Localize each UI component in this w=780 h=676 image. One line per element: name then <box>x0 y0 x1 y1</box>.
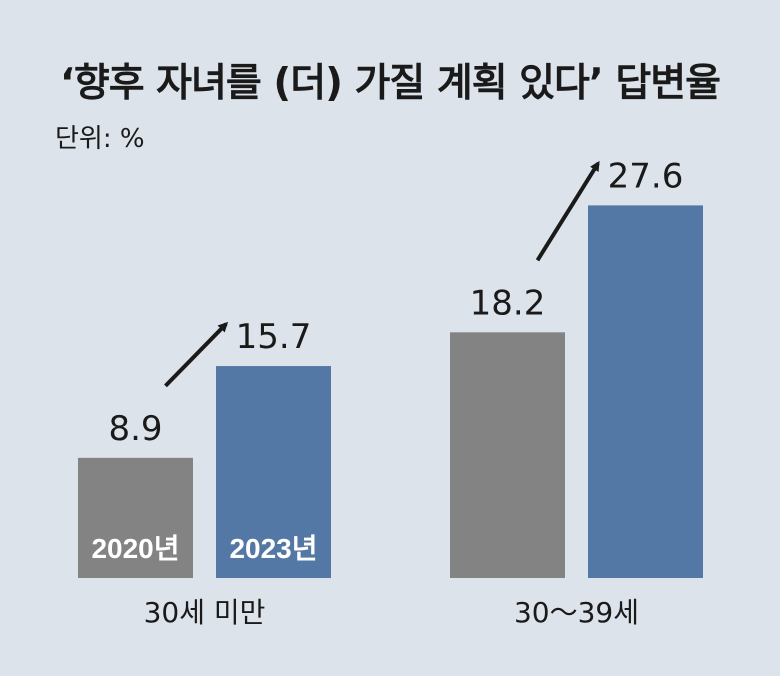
trend-arrow <box>164 321 229 388</box>
unit-label: 단위: % <box>55 124 145 154</box>
value-label: 18.2 <box>470 283 546 323</box>
bar-2020-0 <box>78 457 193 578</box>
value-label: 27.6 <box>608 156 684 196</box>
value-label: 8.9 <box>108 409 162 449</box>
chart-title: ‘향후 자녀를 (더) 가질 계획 있다’ 답변율 <box>60 61 721 106</box>
value-label: 15.7 <box>236 317 312 357</box>
series-label: 2023년 <box>229 533 317 564</box>
bar-2020-1 <box>450 332 565 578</box>
bar-2023-1 <box>588 205 703 578</box>
series-label: 2020년 <box>91 533 179 564</box>
bar-2023-0 <box>216 366 331 578</box>
trend-arrow <box>535 160 600 262</box>
category-label: 30세 미만 <box>144 596 266 629</box>
category-label: 30～39세 <box>514 596 639 629</box>
